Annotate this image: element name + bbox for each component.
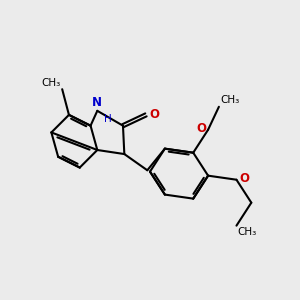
Text: H: H bbox=[104, 114, 112, 124]
Text: CH₃: CH₃ bbox=[42, 78, 61, 88]
Text: O: O bbox=[239, 172, 249, 185]
Text: CH₃: CH₃ bbox=[220, 95, 239, 105]
Text: O: O bbox=[149, 108, 159, 122]
Text: O: O bbox=[197, 122, 207, 135]
Text: CH₃: CH₃ bbox=[238, 227, 257, 237]
Text: N: N bbox=[92, 97, 102, 110]
